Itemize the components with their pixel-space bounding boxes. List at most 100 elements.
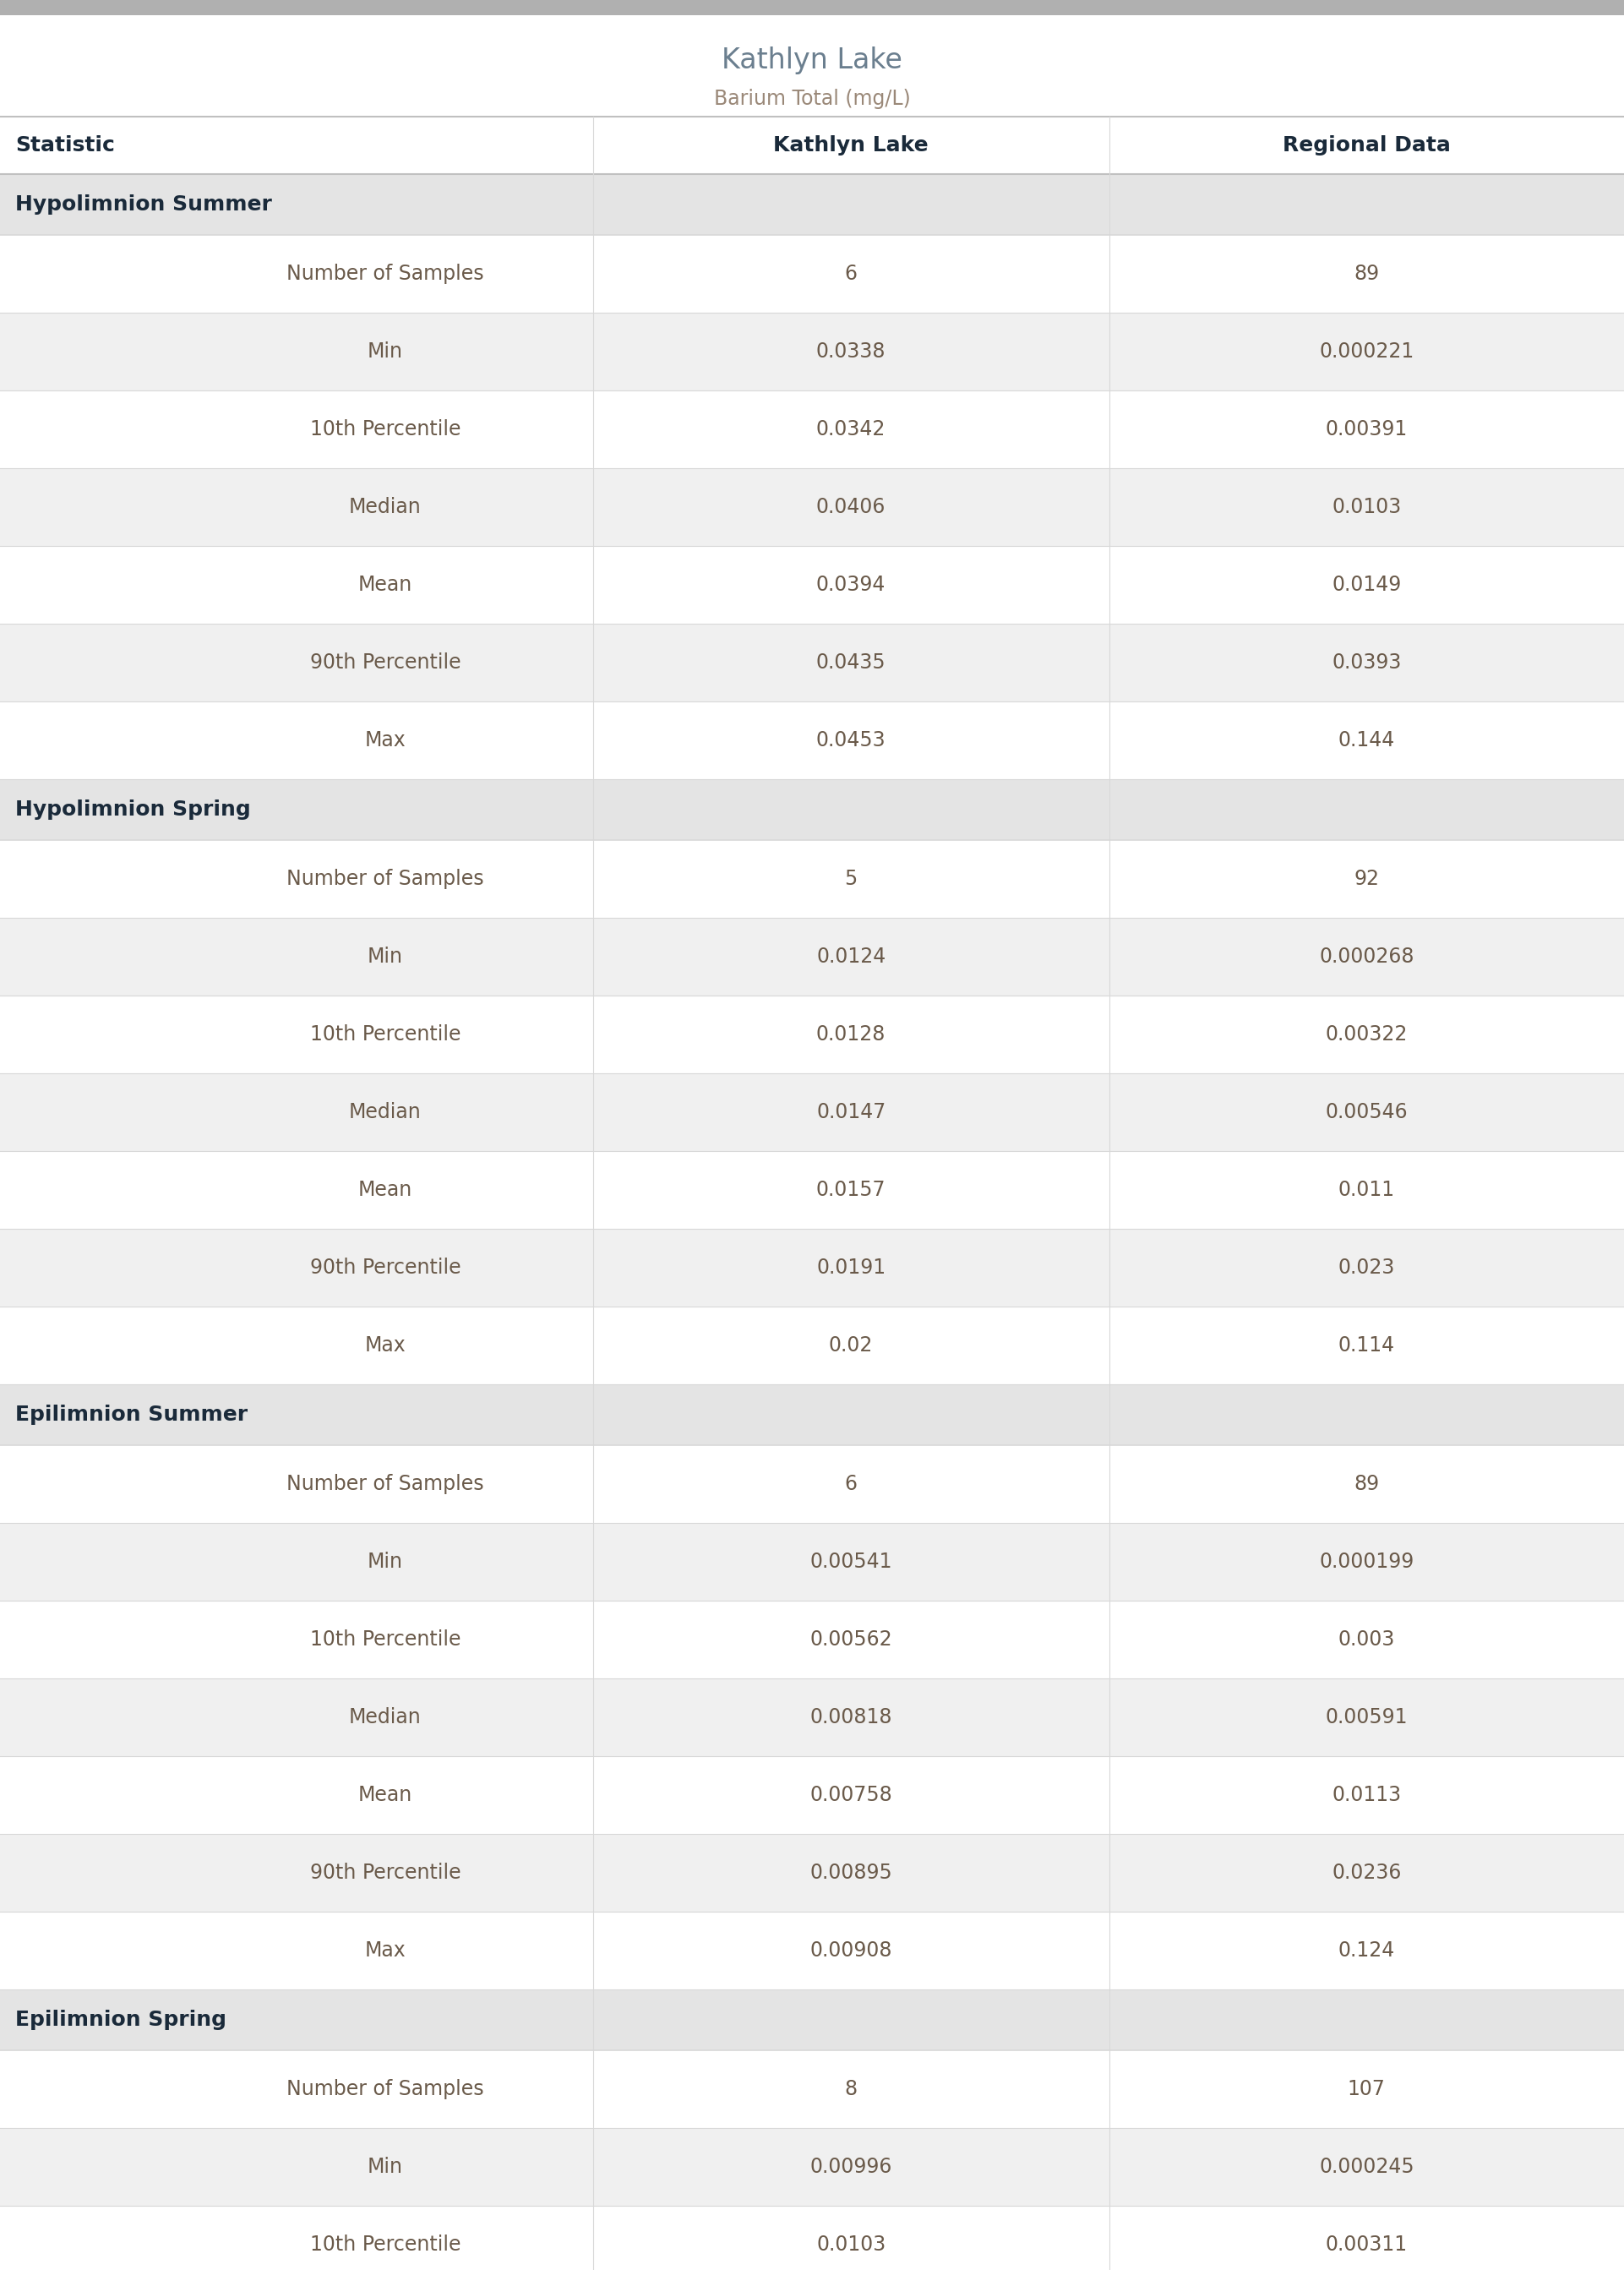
Text: 0.00322: 0.00322 (1325, 1024, 1408, 1044)
Text: 8: 8 (844, 2079, 857, 2100)
Text: 0.00818: 0.00818 (810, 1707, 892, 1727)
Text: 10th Percentile: 10th Percentile (310, 1630, 461, 1650)
Text: Kathlyn Lake: Kathlyn Lake (773, 136, 929, 157)
Text: 0.0103: 0.0103 (1332, 497, 1402, 518)
Bar (0, 701, 1624, 779)
Text: Statistic: Statistic (15, 136, 115, 157)
Text: Max: Max (365, 1335, 406, 1355)
Bar (0, 2050, 1624, 2127)
Text: Min: Min (367, 2156, 403, 2177)
Bar (0, 1446, 1624, 1523)
Text: 0.00541: 0.00541 (810, 1553, 892, 1571)
Bar (0, 234, 1624, 313)
Text: 0.00562: 0.00562 (810, 1630, 892, 1650)
Text: Min: Min (367, 947, 403, 967)
Text: 0.0113: 0.0113 (1332, 1784, 1402, 1805)
Bar (0, 1074, 1624, 1151)
Text: 90th Percentile: 90th Percentile (310, 651, 461, 672)
Text: 0.0149: 0.0149 (1332, 574, 1402, 595)
Text: 0.00391: 0.00391 (1325, 420, 1408, 440)
Text: 0.144: 0.144 (1338, 731, 1395, 751)
Text: 0.00895: 0.00895 (810, 1864, 892, 1882)
Bar (0, 1523, 1624, 1600)
Text: Median: Median (349, 1707, 422, 1727)
Text: Epilimnion Summer: Epilimnion Summer (15, 1405, 248, 1426)
Text: Epilimnion Spring: Epilimnion Spring (15, 2009, 226, 2029)
Bar (0, 390, 1624, 468)
Text: 5: 5 (844, 869, 857, 890)
Text: 0.00546: 0.00546 (1325, 1101, 1408, 1121)
Text: 0.0124: 0.0124 (817, 947, 885, 967)
Bar (0, 1151, 1624, 1228)
Bar (0, 1600, 1624, 1678)
Bar (0, 468, 1624, 547)
Text: 0.000268: 0.000268 (1319, 947, 1415, 967)
Text: Number of Samples: Number of Samples (286, 2079, 484, 2100)
Text: 0.023: 0.023 (1338, 1258, 1395, 1278)
Text: 10th Percentile: 10th Percentile (310, 420, 461, 440)
Bar (0, 624, 1624, 701)
Text: 90th Percentile: 90th Percentile (310, 1258, 461, 1278)
Text: 0.00591: 0.00591 (1325, 1707, 1408, 1727)
Text: 0.003: 0.003 (1338, 1630, 1395, 1650)
Text: 0.02: 0.02 (828, 1335, 874, 1355)
Text: 0.124: 0.124 (1338, 1941, 1395, 1961)
Text: Median: Median (349, 1101, 422, 1121)
Text: Min: Min (367, 1553, 403, 1571)
Text: Kathlyn Lake: Kathlyn Lake (721, 45, 903, 75)
Bar (0, 840, 1624, 917)
Bar (0, 0, 1624, 16)
Text: Number of Samples: Number of Samples (286, 1473, 484, 1494)
Bar (0, 1989, 1624, 2050)
Text: 89: 89 (1354, 263, 1379, 284)
Bar (0, 313, 1624, 390)
Bar (0, 779, 1624, 840)
Text: Mean: Mean (359, 574, 412, 595)
Text: 0.000221: 0.000221 (1319, 340, 1415, 361)
Text: Hypolimnion Spring: Hypolimnion Spring (15, 799, 250, 819)
Text: Hypolimnion Summer: Hypolimnion Summer (15, 195, 271, 216)
Text: 0.011: 0.011 (1338, 1180, 1395, 1201)
Text: 0.0236: 0.0236 (1332, 1864, 1402, 1882)
Text: 0.0147: 0.0147 (817, 1101, 885, 1121)
Text: Mean: Mean (359, 1784, 412, 1805)
Text: Max: Max (365, 1941, 406, 1961)
Bar (0, 917, 1624, 997)
Text: 92: 92 (1354, 869, 1379, 890)
Text: 90th Percentile: 90th Percentile (310, 1864, 461, 1882)
Text: 6: 6 (844, 1473, 857, 1494)
Text: 0.000245: 0.000245 (1319, 2156, 1415, 2177)
Text: 6: 6 (844, 263, 857, 284)
Bar (0, 1385, 1624, 1446)
Text: 89: 89 (1354, 1473, 1379, 1494)
Text: Median: Median (349, 497, 422, 518)
Bar (0, 1757, 1624, 1834)
Text: 0.00908: 0.00908 (810, 1941, 892, 1961)
Bar (0, 175, 1624, 234)
Text: 0.0157: 0.0157 (817, 1180, 885, 1201)
Bar (0, 1678, 1624, 1757)
Text: 0.0394: 0.0394 (817, 574, 885, 595)
Bar (0, 1911, 1624, 1989)
Text: 0.0435: 0.0435 (817, 651, 885, 672)
Bar (0, 1308, 1624, 1385)
Text: Max: Max (365, 731, 406, 751)
Text: 0.0103: 0.0103 (817, 2234, 885, 2254)
Text: 107: 107 (1348, 2079, 1385, 2100)
Text: Mean: Mean (359, 1180, 412, 1201)
Text: 0.0342: 0.0342 (817, 420, 885, 440)
Text: 10th Percentile: 10th Percentile (310, 2234, 461, 2254)
Bar (0, 2206, 1624, 2270)
Text: Min: Min (367, 340, 403, 361)
Text: 0.000199: 0.000199 (1319, 1553, 1415, 1571)
Bar (0, 547, 1624, 624)
Bar (0, 2127, 1624, 2206)
Text: 10th Percentile: 10th Percentile (310, 1024, 461, 1044)
Bar (0, 116, 1624, 175)
Text: Number of Samples: Number of Samples (286, 869, 484, 890)
Bar (0, 1228, 1624, 1308)
Text: Barium Total (mg/L): Barium Total (mg/L) (713, 89, 911, 109)
Text: 0.0191: 0.0191 (817, 1258, 885, 1278)
Text: Number of Samples: Number of Samples (286, 263, 484, 284)
Text: 0.00996: 0.00996 (810, 2156, 892, 2177)
